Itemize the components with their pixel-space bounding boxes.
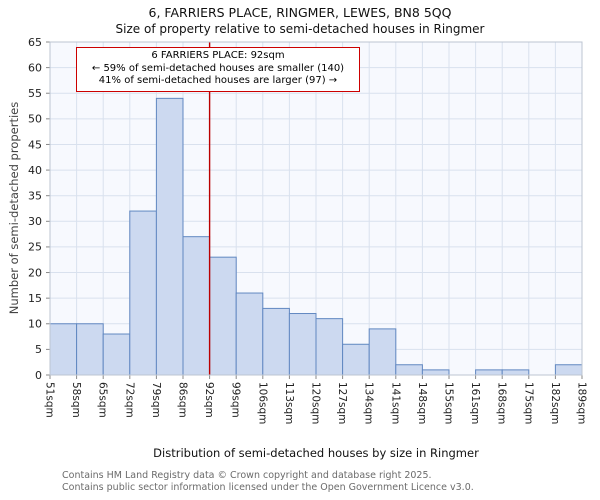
svg-text:15: 15	[28, 292, 42, 305]
svg-text:25: 25	[28, 241, 42, 254]
svg-text:60: 60	[28, 61, 42, 74]
svg-text:127sqm: 127sqm	[336, 382, 348, 424]
svg-text:86sqm: 86sqm	[177, 382, 189, 418]
x-axis-label: Distribution of semi-detached houses by …	[153, 446, 479, 460]
svg-text:175sqm: 175sqm	[522, 382, 534, 424]
svg-text:0: 0	[35, 369, 42, 382]
footer-attribution-line2: Contains public sector information licen…	[62, 481, 474, 493]
annotation-property-label: 6 FARRIERS PLACE: 92sqm	[151, 50, 285, 61]
svg-text:35: 35	[28, 189, 42, 202]
svg-text:148sqm: 148sqm	[416, 382, 428, 424]
svg-text:168sqm: 168sqm	[496, 382, 508, 424]
svg-text:30: 30	[28, 215, 42, 228]
svg-text:141sqm: 141sqm	[389, 382, 401, 424]
footer: Contains HM Land Registry data © Crown c…	[62, 470, 474, 493]
svg-text:106sqm: 106sqm	[256, 382, 268, 424]
svg-text:10: 10	[28, 318, 42, 331]
svg-text:55: 55	[28, 87, 42, 100]
annotation-smaller-stat: ← 59% of semi-detached houses are smalle…	[91, 62, 345, 74]
svg-text:113sqm: 113sqm	[283, 382, 295, 424]
svg-text:65: 65	[28, 36, 42, 49]
svg-text:58sqm: 58sqm	[70, 382, 82, 418]
svg-text:40: 40	[28, 164, 42, 177]
svg-text:161sqm: 161sqm	[469, 382, 481, 424]
svg-text:79sqm: 79sqm	[150, 382, 162, 418]
svg-text:20: 20	[28, 266, 42, 279]
svg-text:5: 5	[35, 343, 42, 356]
svg-text:99sqm: 99sqm	[230, 382, 242, 418]
chart-title: 6, FARRIERS PLACE, RINGMER, LEWES, BN8 5…	[148, 5, 452, 20]
svg-text:92sqm: 92sqm	[203, 382, 215, 418]
chart-subtitle: Size of property relative to semi-detach…	[115, 22, 485, 36]
svg-text:182sqm: 182sqm	[549, 382, 561, 424]
svg-text:65sqm: 65sqm	[97, 382, 109, 418]
svg-text:134sqm: 134sqm	[363, 382, 375, 424]
svg-text:72sqm: 72sqm	[123, 382, 135, 418]
annotation-larger-stat: 41% of semi-detached houses are larger (…	[98, 75, 338, 86]
svg-text:120sqm: 120sqm	[310, 382, 322, 424]
svg-text:50: 50	[28, 113, 42, 126]
annotation-box: 6 FARRIERS PLACE: 92sqm ← 59% of semi-de…	[76, 47, 360, 92]
svg-text:189sqm: 189sqm	[576, 382, 588, 424]
svg-text:51sqm: 51sqm	[44, 382, 56, 418]
svg-text:45: 45	[28, 138, 42, 151]
y-axis-label: Number of semi-detached properties	[7, 101, 21, 315]
footer-attribution-line1: Contains HM Land Registry data © Crown c…	[62, 470, 432, 481]
svg-text:155sqm: 155sqm	[443, 382, 455, 424]
